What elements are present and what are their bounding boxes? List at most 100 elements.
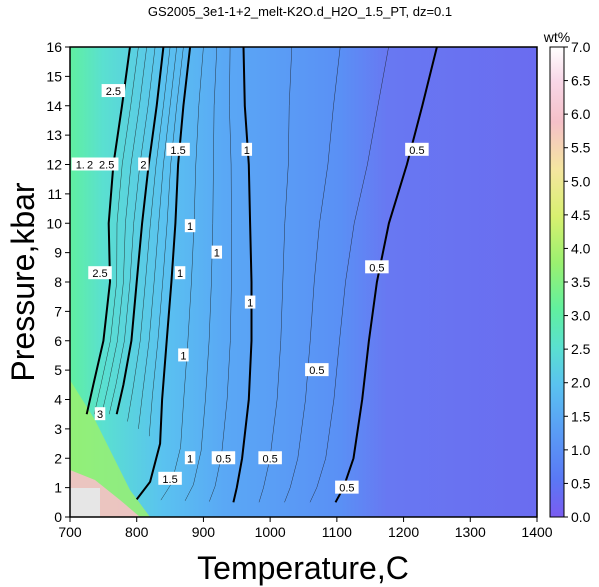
contour-label-box: [335, 480, 359, 494]
y-tick-label: 16: [46, 39, 62, 55]
contour-label: 0.5: [216, 453, 231, 465]
contour-label-box: [174, 266, 186, 280]
contour-label-box: [94, 157, 119, 171]
y-tick-label: 14: [46, 98, 62, 114]
x-tick-label: 1000: [255, 524, 286, 540]
colorbar-tick-label: 0.5: [571, 475, 591, 491]
thin-contour-line: [93, 47, 139, 415]
contour-label-box: [244, 295, 256, 309]
y-tick-label: 0: [54, 509, 62, 525]
x-tick-label: 1400: [521, 524, 552, 540]
colorbar-tick-label: 4.0: [571, 240, 591, 256]
thin-contour-line: [258, 47, 293, 503]
chart-title: GS2005_3e1-1+2_melt-K2O.d_H2O_1.5_PT, dz…: [148, 4, 452, 19]
y-tick-label: 9: [54, 245, 62, 261]
y-tick-label: 6: [54, 333, 62, 349]
contour-label: 1: [187, 453, 193, 465]
contour-line: [334, 47, 438, 503]
y-tick-label: 5: [54, 362, 62, 378]
contour-label: 1: [244, 145, 250, 157]
contour-label-box: [101, 84, 126, 98]
colorbar: [549, 46, 565, 518]
y-tick-label: 4: [54, 392, 62, 408]
contour-label: 1.5: [162, 474, 177, 486]
colorbar-tick-label: 1.5: [571, 408, 591, 424]
contour-lines: [85, 47, 438, 503]
x-tick-label: 700: [58, 524, 82, 540]
y-tick-label: 15: [46, 68, 62, 84]
x-tick-label: 900: [192, 524, 216, 540]
contour-label-box: [258, 451, 282, 465]
y-tick-label: 8: [54, 274, 62, 290]
thin-contour-line: [108, 47, 156, 415]
colorbar-tick-label: 0.0: [571, 509, 591, 525]
colorbar-tick-label: 6.0: [571, 106, 591, 122]
x-tick-label: 1200: [388, 524, 419, 540]
thin-contour-line: [160, 47, 204, 501]
contour-label: 2: [140, 160, 146, 172]
contour-label: 2: [87, 160, 93, 172]
contour-label-box: [184, 219, 196, 233]
contour-label-box: [178, 348, 189, 362]
y-tick-label: 12: [46, 157, 62, 173]
colorbar-tick-label: 2.5: [571, 341, 591, 357]
contour-line: [232, 47, 253, 503]
colorbar-ticks: 0.0 0.5 1.0 1.5 2.0 2.5 3.0 3.5 4.0 4.5 5.0 5.5 6.0 6…: [564, 39, 591, 525]
colorbar-tick-label: 1.0: [571, 442, 591, 458]
contour-label-box: [305, 363, 329, 377]
colorbar-tick-label: 5.0: [571, 173, 591, 189]
colorbar-tick-label: 2.0: [571, 375, 591, 391]
contour-label-box: [138, 157, 149, 171]
contour-label-box: [166, 142, 190, 156]
plot-area: 0.50.50.50.50.50.511111111.51.51.5222.52…: [70, 47, 537, 517]
contour-line: [135, 47, 192, 501]
x-tick-label: 1300: [455, 524, 486, 540]
x-tick-label: 800: [125, 524, 149, 540]
contour-label: 1: [177, 268, 183, 280]
colorbar-tick-label: 4.5: [571, 207, 591, 223]
contour-label: 1: [247, 298, 253, 310]
colorbar-label: wt%: [543, 29, 570, 45]
thin-contour-line: [184, 47, 218, 501]
heatmap-background: [70, 47, 537, 517]
contour-label-box: [84, 157, 96, 171]
contour-label-box: [211, 451, 236, 465]
contour-label-box: [94, 407, 106, 421]
y-tick-label: 13: [46, 127, 62, 143]
colorbar-tick-label: 5.5: [571, 140, 591, 156]
thin-contour-line: [209, 47, 232, 502]
thin-contour-line: [138, 47, 177, 429]
contour-label: 0.5: [339, 483, 354, 495]
y-tick-label: 7: [54, 303, 62, 319]
contour-label-box: [184, 451, 196, 465]
contour-label-box: [365, 260, 389, 274]
colorbar-tick-label: 7.0: [571, 39, 591, 55]
contour-label: 1: [214, 248, 220, 260]
contour-label-box: [158, 471, 182, 485]
thin-contour-line: [127, 47, 171, 422]
contour-label: 1.5: [170, 145, 185, 157]
thin-contour-line: [309, 47, 389, 503]
contour-label-box: [211, 245, 223, 259]
heatmap-no-data-region: [70, 488, 100, 517]
contour-label: 1: [180, 350, 186, 362]
y-tick-label: 11: [47, 186, 62, 202]
y-tick-label: 3: [54, 421, 62, 437]
thin-contour-line: [148, 47, 184, 437]
contour-line: [85, 47, 131, 415]
colorbar-tick-label: 3.0: [571, 308, 591, 324]
x-tick-label: 1100: [322, 524, 352, 540]
contour-label: 0.5: [309, 365, 324, 377]
thin-contour-line: [284, 47, 341, 503]
contour-labels: 0.50.50.50.50.50.511111111.51.51.5222.52…: [71, 84, 429, 495]
y-tick-label: 10: [46, 215, 62, 231]
contour-label: 2.5: [92, 268, 107, 280]
y-axis-title: Pressure,kbar: [5, 182, 41, 382]
colorbar-tick-label: 3.5: [571, 274, 591, 290]
contour-line: [115, 47, 165, 415]
contour-label-box: [88, 266, 112, 280]
contour-label: 1: [187, 221, 193, 233]
contour-label-box: [405, 142, 429, 156]
contour-label: 0.5: [409, 145, 424, 157]
